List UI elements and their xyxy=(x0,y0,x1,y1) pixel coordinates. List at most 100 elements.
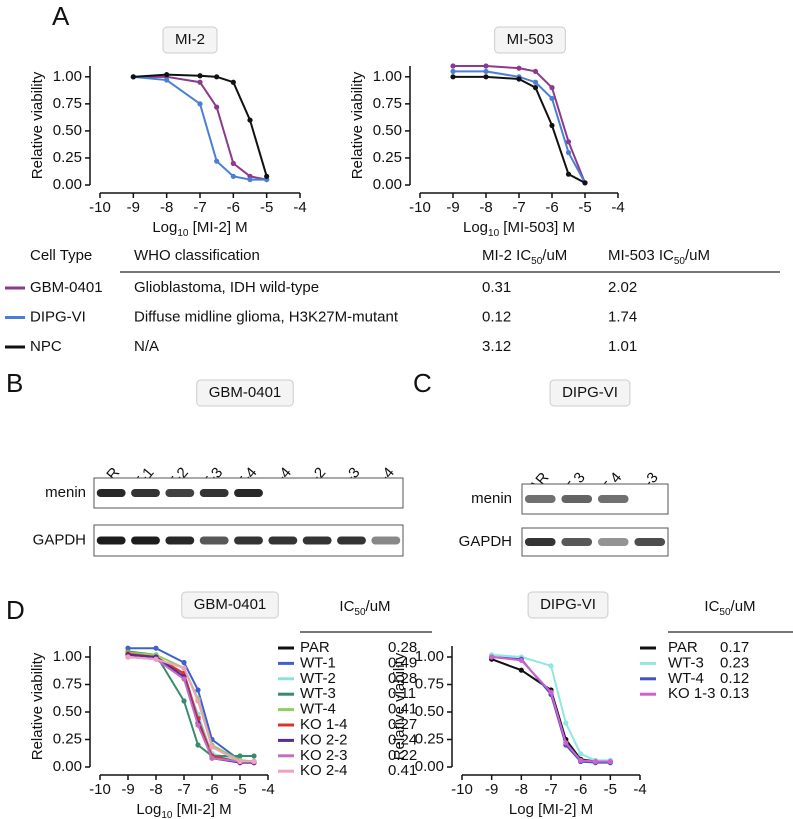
table-header-part: MI-503 IC xyxy=(608,247,674,264)
legend-name: WT-4 xyxy=(668,670,704,687)
x-tick-label: -5 xyxy=(578,199,591,216)
legend-name: KO 1-4 xyxy=(300,716,348,733)
y-tick-label: 0.25 xyxy=(373,149,402,166)
band xyxy=(131,536,160,545)
x-tick-label: -6 xyxy=(227,199,240,216)
legend-value: 0.13 xyxy=(720,685,749,702)
x-tick-label: -10 xyxy=(89,781,111,798)
band xyxy=(199,536,229,545)
table-cell: N/A xyxy=(134,338,159,355)
series-line xyxy=(127,653,254,763)
data-point xyxy=(251,753,257,759)
band xyxy=(524,538,556,546)
x-tick-label: -10 xyxy=(409,199,431,216)
table-cell: Glioblastoma, IDH wild-type xyxy=(134,279,319,296)
data-point xyxy=(230,160,236,166)
band xyxy=(234,536,263,545)
table-header-part: /uM xyxy=(685,247,710,264)
title-box xyxy=(196,379,294,407)
table-header-part: Cell Type xyxy=(30,247,92,264)
y-tick-label: 0.00 xyxy=(53,758,82,775)
data-point xyxy=(549,122,555,129)
table-cell: DIPG-VI xyxy=(30,308,86,325)
x-axis-label-part: Log xyxy=(136,801,161,818)
data-point xyxy=(181,665,187,671)
x-tick-label: -6 xyxy=(205,781,218,798)
table-header: MI-503 IC50/uM xyxy=(608,247,710,267)
data-point xyxy=(565,149,572,156)
table-cell: 1.74 xyxy=(608,308,637,325)
data-point xyxy=(483,63,489,69)
band xyxy=(524,495,556,503)
x-axis-label-part: 10 xyxy=(161,810,173,819)
y-tick-label: 0.75 xyxy=(53,95,82,112)
band xyxy=(165,536,195,545)
y-tick-label: 1.00 xyxy=(53,68,82,85)
legend-name: KO 2-3 xyxy=(300,747,348,764)
x-tick-label: -7 xyxy=(177,781,190,798)
x-tick-label: -9 xyxy=(121,781,134,798)
blot-row-label: GAPDH xyxy=(459,533,512,550)
data-point xyxy=(549,95,555,102)
data-point xyxy=(181,659,187,666)
band xyxy=(165,489,195,497)
series-line xyxy=(127,656,254,763)
legend-value: 0.11 xyxy=(388,685,416,702)
data-point xyxy=(532,68,539,75)
data-point xyxy=(164,72,170,78)
table-cell: GBM-0401 xyxy=(30,279,103,296)
data-point xyxy=(209,755,215,761)
legend-value: 0.28 xyxy=(388,639,417,656)
series-line xyxy=(491,653,611,762)
data-point xyxy=(214,158,220,164)
legend-title-part: 50 xyxy=(354,607,366,618)
legend-value: 0.24 xyxy=(388,731,417,748)
panel-label: D xyxy=(6,595,25,625)
legend-name: WT-3 xyxy=(668,654,704,671)
table-header: WHO classification xyxy=(134,247,260,264)
data-point xyxy=(578,751,584,757)
legend-name: WT-2 xyxy=(300,670,336,687)
data-point xyxy=(153,656,159,662)
band xyxy=(303,489,332,497)
title-box xyxy=(162,26,218,54)
legend-value: 0.28 xyxy=(388,670,417,687)
legend-name: WT-4 xyxy=(300,701,336,718)
legend-title: IC50/uM xyxy=(339,598,390,618)
series-line xyxy=(491,656,611,763)
y-tick-label: 0.50 xyxy=(415,703,444,720)
y-tick-label: 0.00 xyxy=(53,176,82,193)
table-header-part: 50 xyxy=(674,256,686,267)
data-point xyxy=(518,657,524,663)
data-point xyxy=(251,758,257,765)
data-point xyxy=(607,758,613,765)
data-point xyxy=(195,687,201,693)
band xyxy=(337,536,366,545)
y-tick-label: 1.00 xyxy=(53,648,82,665)
table-header-part: WHO classification xyxy=(134,247,260,264)
band xyxy=(371,489,400,497)
data-point xyxy=(181,698,187,704)
data-point xyxy=(563,740,569,746)
series-line xyxy=(133,75,267,181)
legend-name: PAR xyxy=(668,639,698,656)
y-axis-label: Relative viability xyxy=(29,652,46,760)
y-tick-label: 0.50 xyxy=(53,122,82,139)
data-point xyxy=(518,667,524,673)
data-point xyxy=(197,79,203,85)
title-box xyxy=(527,591,609,619)
data-point xyxy=(563,720,569,726)
data-point xyxy=(237,758,243,765)
band xyxy=(131,489,160,497)
x-tick-label: -6 xyxy=(574,781,587,798)
data-point xyxy=(532,79,539,85)
title-box xyxy=(549,379,631,407)
table-cell: Diffuse midline glioma, H3K27M-mutant xyxy=(134,308,399,325)
x-axis-label-part: Log xyxy=(463,219,488,236)
series-line xyxy=(127,653,254,764)
legend-name: KO 2-2 xyxy=(300,731,348,748)
band xyxy=(597,495,629,503)
data-point xyxy=(532,85,539,91)
band xyxy=(96,536,126,545)
